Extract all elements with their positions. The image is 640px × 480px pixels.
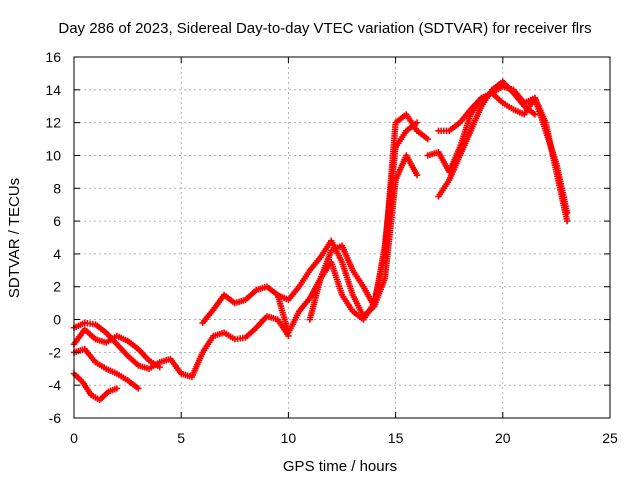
data-point	[156, 363, 163, 371]
x-tick-label: 0	[70, 430, 78, 446]
x-tick-label: 10	[281, 430, 297, 446]
y-tick-label: 14	[45, 82, 61, 98]
data-point	[424, 135, 431, 143]
x-tick-label: 5	[177, 430, 185, 446]
data-point	[113, 385, 121, 392]
y-tick-label: 0	[53, 312, 61, 328]
x-tick-label: 20	[495, 430, 511, 446]
y-tick-label: 2	[53, 279, 61, 295]
y-axis-label: SDTVAR / TECUs	[6, 178, 23, 298]
series-satellite-track-6	[274, 119, 421, 320]
y-tick-label: 8	[53, 180, 61, 196]
series-satellite-track-4	[70, 370, 121, 404]
axis-ticks: 0 5 10 15 20 25 -6 -4 -2 0 2 4 6 8 10 12 14 16	[45, 49, 618, 446]
y-tick-label: -6	[49, 410, 62, 426]
data-point	[413, 171, 421, 179]
y-tick-label: -2	[49, 344, 62, 360]
y-tick-label: 6	[53, 213, 61, 229]
plot-frame	[73, 56, 611, 419]
x-tick-label: 25	[602, 430, 618, 446]
data-points	[70, 78, 571, 404]
y-tick-label: -4	[49, 377, 62, 393]
grid	[74, 57, 610, 418]
x-axis-label: GPS time / hours	[283, 458, 397, 475]
series-satellite-track-7	[306, 152, 421, 323]
series-satellite-track-10	[424, 89, 571, 225]
y-tick-label: 16	[45, 49, 61, 65]
data-point	[135, 385, 142, 392]
series-satellite-track-1	[70, 313, 292, 381]
chart-title: Day 286 of 2023, Sidereal Day-to-day VTE…	[58, 20, 591, 37]
data-point	[413, 119, 421, 126]
data-point	[531, 111, 539, 118]
y-tick-label: 4	[53, 246, 61, 262]
x-tick-label: 15	[388, 430, 404, 446]
data-point	[563, 217, 571, 225]
y-tick-label: 10	[45, 147, 61, 163]
series-satellite-track-2	[70, 326, 163, 371]
y-tick-label: 12	[45, 115, 61, 131]
